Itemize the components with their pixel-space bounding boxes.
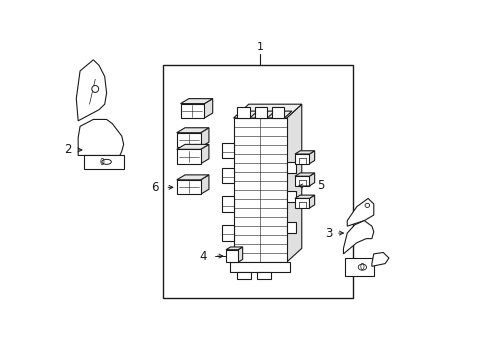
Polygon shape [254, 111, 274, 118]
Text: 1: 1 [256, 41, 263, 51]
Ellipse shape [92, 85, 99, 93]
Bar [254, 107, 267, 118]
Polygon shape [286, 190, 296, 202]
Bar [163, 66, 352, 298]
Polygon shape [343, 221, 373, 254]
Polygon shape [233, 104, 301, 118]
Bar [257, 272, 270, 279]
Bar [176, 180, 200, 194]
Text: 6: 6 [150, 181, 158, 194]
Bar [176, 149, 200, 164]
Bar [233, 118, 286, 262]
Polygon shape [271, 111, 291, 118]
Polygon shape [222, 225, 233, 240]
Ellipse shape [365, 203, 369, 207]
Bar [345, 258, 373, 276]
Polygon shape [204, 99, 212, 118]
Polygon shape [180, 99, 212, 104]
Ellipse shape [102, 159, 111, 164]
Text: 3: 3 [324, 226, 331, 240]
Bar [229, 262, 290, 272]
Polygon shape [237, 111, 257, 118]
Text: 5: 5 [316, 179, 324, 193]
Polygon shape [200, 175, 208, 194]
Polygon shape [346, 198, 373, 226]
Polygon shape [225, 247, 242, 250]
Bar [180, 104, 204, 118]
Polygon shape [238, 247, 242, 262]
Bar [294, 154, 309, 164]
Polygon shape [222, 168, 233, 183]
Bar [294, 176, 309, 186]
Polygon shape [371, 252, 388, 266]
Polygon shape [286, 222, 296, 233]
Polygon shape [294, 173, 314, 176]
Polygon shape [176, 175, 208, 180]
Polygon shape [294, 195, 314, 198]
Polygon shape [200, 128, 208, 147]
Text: 2: 2 [64, 143, 72, 157]
Polygon shape [200, 144, 208, 164]
Polygon shape [309, 151, 314, 164]
Bar [84, 155, 123, 169]
Polygon shape [78, 120, 123, 156]
Polygon shape [309, 195, 314, 208]
Polygon shape [222, 143, 233, 158]
Bar [294, 198, 309, 208]
Polygon shape [309, 173, 314, 186]
Polygon shape [286, 104, 301, 262]
Bar [225, 250, 238, 262]
Polygon shape [176, 128, 208, 133]
Text: 0: 0 [359, 263, 364, 272]
Text: 0: 0 [99, 158, 104, 167]
Bar [237, 272, 250, 279]
Polygon shape [286, 162, 296, 173]
Polygon shape [76, 60, 106, 121]
Ellipse shape [358, 264, 366, 270]
Text: 4: 4 [199, 249, 206, 262]
Bar [176, 133, 200, 147]
Polygon shape [176, 144, 208, 149]
Bar [271, 107, 284, 118]
Polygon shape [222, 197, 233, 212]
Polygon shape [294, 151, 314, 154]
Bar [237, 107, 249, 118]
